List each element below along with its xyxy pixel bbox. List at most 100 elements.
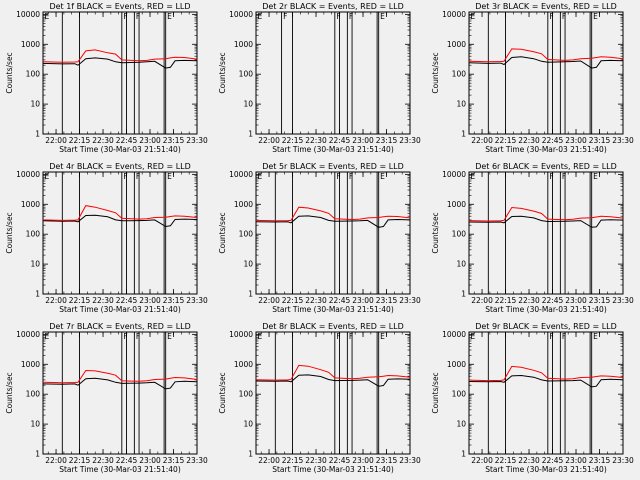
plot-frame	[468, 11, 624, 135]
x-tick-label: 23:00	[139, 296, 161, 305]
x-tick-label: 23:15	[589, 456, 611, 465]
event-marker-label: E	[380, 172, 385, 181]
y-tick-label: 100	[239, 230, 254, 239]
event-marker-label: E	[471, 12, 476, 21]
x-tick-label: 23:15	[589, 296, 611, 305]
y-axis-label: Counts/sec	[5, 372, 14, 413]
x-tick-label: 23:00	[565, 456, 587, 465]
x-tick-label: 23:15	[376, 456, 398, 465]
y-axis-label: Counts/sec	[431, 372, 440, 413]
x-tick-label: 23:30	[612, 456, 634, 465]
event-marker-label: E	[258, 332, 263, 341]
series-events-line	[255, 374, 411, 387]
y-tick-label: 10	[243, 420, 253, 429]
chart-svg: Det 2r BLACK = Events, RED = LLD 1 10 100 10…	[218, 2, 421, 154]
y-tick-label: 1000	[447, 200, 466, 209]
y-tick-label: 10000	[442, 170, 466, 179]
event-marker-label: E	[593, 332, 598, 341]
x-tick-label: 22:15	[69, 296, 91, 305]
series-lld-line	[468, 206, 624, 222]
chart-panel-1: Det 1f BLACK = Events, RED = LLD 1 10 100 10…	[0, 0, 213, 160]
y-tick-label: 1	[461, 130, 466, 139]
y-tick-label: 10000	[229, 330, 253, 339]
x-tick-label: 23:30	[399, 456, 421, 465]
x-tick-label: 23:30	[186, 456, 208, 465]
series-events-line	[468, 374, 624, 388]
x-tick-label: 23:15	[376, 296, 398, 305]
y-tick-label: 1000	[447, 360, 466, 369]
x-tick-label: 23:30	[186, 136, 208, 145]
plot-frame	[42, 171, 198, 295]
event-marker-label: E	[45, 12, 50, 21]
y-tick-label: 1000	[234, 40, 253, 49]
y-tick-label: 10000	[229, 10, 253, 19]
chart-title: Det 3r BLACK = Events, RED = LLD	[475, 2, 617, 11]
y-tick-label: 100	[239, 70, 254, 79]
chart-panel-5: Det 5r BLACK = Events, RED = LLD 1 10 100 10…	[213, 160, 426, 320]
y-tick-label: 10000	[16, 10, 40, 19]
plot-frame	[42, 11, 198, 135]
chart-title: Det 8r BLACK = Events, RED = LLD	[262, 322, 404, 331]
event-marker-label: E	[593, 12, 598, 21]
y-tick-label: 1	[461, 450, 466, 459]
event-marker-label: E	[258, 12, 263, 21]
y-tick-label: 100	[452, 70, 467, 79]
y-tick-label: 100	[26, 390, 41, 399]
x-tick-label: 22:00	[45, 456, 67, 465]
series-lld-line	[468, 48, 624, 63]
chart-svg: Det 4r BLACK = Events, RED = LLD 1 10 100 10…	[5, 162, 208, 314]
y-tick-label: 10	[243, 100, 253, 109]
chart-panel-8: Det 8r BLACK = Events, RED = LLD 1 10 100 10…	[213, 320, 426, 480]
x-axis-label: Start Time (30-Mar-03 21:51:40)	[485, 465, 607, 474]
event-marker-label: F	[123, 12, 127, 21]
series-events-line	[468, 215, 624, 228]
chart-title: Det 6r BLACK = Events, RED = LLD	[475, 162, 617, 171]
x-axis-label: Start Time (30-Mar-03 21:51:40)	[59, 145, 181, 154]
y-tick-label: 10	[456, 100, 466, 109]
x-axis-label: Start Time (30-Mar-03 21:51:40)	[272, 145, 394, 154]
x-tick-label: 22:45	[116, 456, 138, 465]
y-tick-label: 10000	[16, 330, 40, 339]
y-tick-label: 100	[452, 230, 467, 239]
y-tick-label: 10	[456, 260, 466, 269]
x-tick-label: 22:30	[518, 456, 540, 465]
x-tick-label: 22:45	[116, 136, 138, 145]
x-tick-label: 22:00	[45, 296, 67, 305]
chart-panel-6: Det 6r BLACK = Events, RED = LLD 1 10 100 10…	[426, 160, 639, 320]
plot-frame	[255, 11, 411, 135]
x-tick-label: 22:15	[69, 136, 91, 145]
y-tick-label: 1	[461, 290, 466, 299]
x-tick-label: 22:45	[542, 136, 564, 145]
x-tick-label: 23:15	[376, 136, 398, 145]
chart-title: Det 5r BLACK = Events, RED = LLD	[262, 162, 404, 171]
y-axis-label: Counts/sec	[5, 212, 14, 253]
x-tick-label: 23:00	[565, 136, 587, 145]
plot-frame	[255, 331, 411, 455]
y-tick-label: 1000	[234, 360, 253, 369]
chart-title: Det 7r BLACK = Events, RED = LLD	[49, 322, 191, 331]
event-marker-label: F	[349, 12, 353, 21]
x-tick-label: 22:00	[471, 296, 493, 305]
x-tick-label: 22:45	[329, 456, 351, 465]
y-axis-label: Counts/sec	[5, 52, 14, 93]
x-tick-label: 22:15	[495, 136, 517, 145]
x-tick-label: 22:30	[305, 136, 327, 145]
x-tick-label: 22:00	[471, 136, 493, 145]
event-marker-label: E	[593, 172, 598, 181]
series-events-line	[42, 214, 198, 228]
x-tick-label: 23:15	[589, 136, 611, 145]
y-tick-label: 1000	[21, 360, 40, 369]
y-tick-label: 10	[243, 260, 253, 269]
event-marker-label: F	[349, 172, 353, 181]
event-marker-label: E	[471, 332, 476, 341]
x-tick-label: 22:15	[495, 456, 517, 465]
x-tick-label: 23:00	[352, 136, 374, 145]
series-events-line	[255, 215, 411, 228]
chart-svg: Det 7r BLACK = Events, RED = LLD 1 10 100 10…	[5, 322, 208, 474]
event-marker-label: F	[336, 332, 340, 341]
y-tick-label: 1000	[447, 40, 466, 49]
x-tick-label: 22:30	[305, 456, 327, 465]
x-tick-label: 22:30	[518, 136, 540, 145]
x-tick-label: 22:45	[116, 296, 138, 305]
y-tick-label: 10	[30, 260, 40, 269]
